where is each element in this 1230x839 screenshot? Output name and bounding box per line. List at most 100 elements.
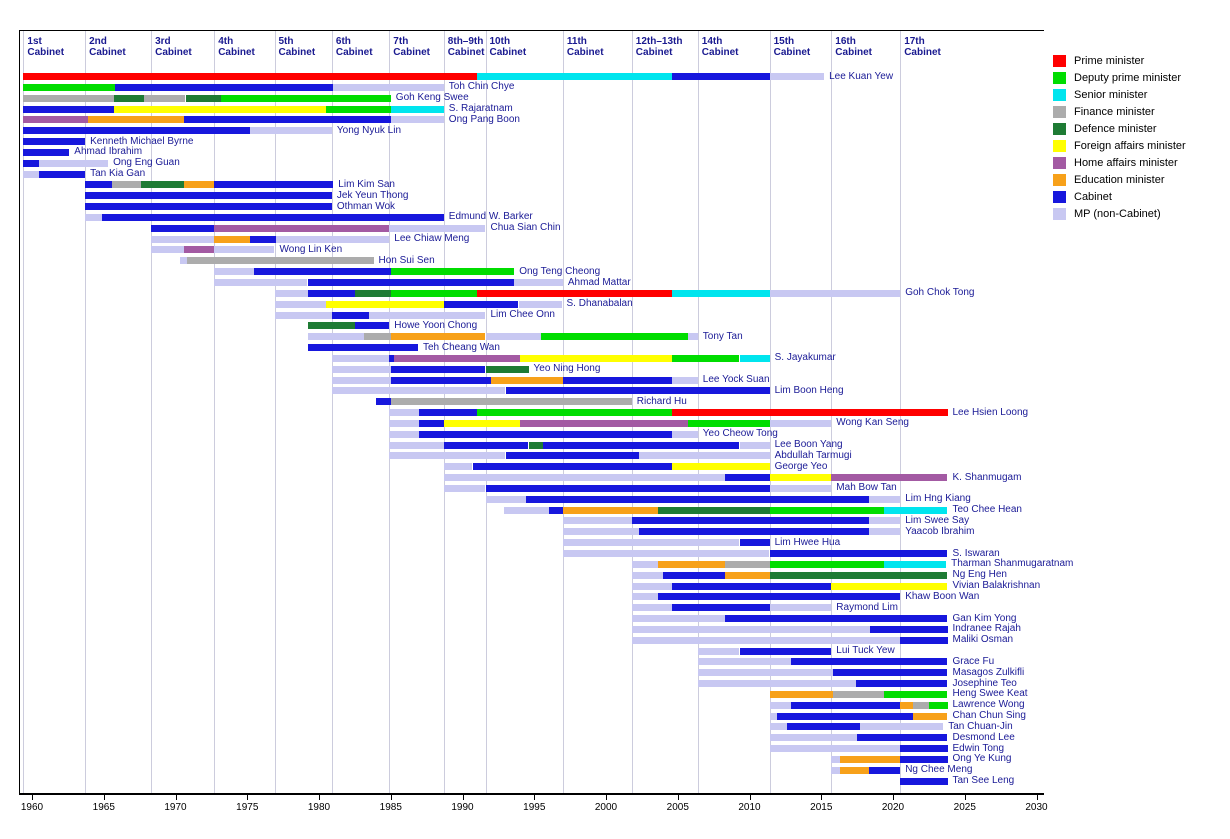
cabinet-ordinal: 10th (489, 36, 511, 47)
member-name-label: Ong Ye Kung (952, 753, 1012, 765)
tenure-segment-mp (214, 246, 275, 254)
cabinet-ordinal: 2nd (89, 36, 107, 47)
tenure-segment-mp (85, 213, 103, 221)
legend-label: Cabinet (1074, 190, 1112, 203)
tenure-segment-edu (839, 755, 901, 763)
tenure-segment-fin (390, 398, 632, 406)
tenure-segment-fin (112, 181, 142, 189)
member-name-label: Gan Kim Yong (952, 612, 1017, 624)
axis-tick-label: 2000 (594, 802, 618, 813)
legend-item-fin: Finance minister (1053, 103, 1186, 120)
tenure-segment-mp (631, 560, 658, 568)
tenure-segment-sm (884, 560, 947, 568)
axis-tick (32, 795, 33, 800)
member-name-label: Lim Kim San (338, 178, 395, 190)
tenure-segment-mp (389, 409, 420, 416)
tenure-segment-cab (525, 495, 869, 503)
tenure-segment-cab (769, 550, 948, 557)
member-name-label: Yeo Ning Hong (533, 363, 601, 375)
axis-tick-label: 2020 (881, 802, 905, 813)
tenure-segment-mp (390, 116, 444, 124)
cabinet-label: 17th Cabinet (904, 36, 941, 58)
tenure-segment-fin (832, 690, 885, 698)
tenure-segment-mp (275, 235, 390, 243)
tenure-segment-mp (214, 279, 308, 286)
member-name-label: Ahmad Mattar (567, 276, 631, 288)
axis-tick-label: 1990 (451, 802, 474, 813)
member-name-label: Ng Chee Meng (905, 764, 973, 776)
tenure-segment-edu (214, 235, 251, 243)
legend-label: Finance minister (1074, 105, 1155, 118)
tenure-segment-mp (307, 333, 364, 341)
cabinet-word: Cabinet (835, 47, 872, 58)
member-name-label: Maliki Osman (952, 634, 1014, 646)
tenure-segment-cab (390, 376, 492, 384)
legend-swatch-mp (1053, 207, 1066, 220)
tenure-segment-cab (214, 181, 334, 189)
tenure-segment-for (769, 474, 832, 482)
tenure-segment-mp (179, 257, 187, 265)
tenure-segment-cab (739, 647, 832, 655)
cabinet-word: Cabinet (635, 47, 673, 58)
member-name-label: Lee Yock Suan (702, 374, 770, 385)
tenure-segment-mp (274, 311, 332, 319)
legend-swatch-dpm (1053, 71, 1066, 84)
tenure-segment-fin (187, 257, 374, 265)
tenure-segment-mp (514, 279, 563, 286)
cabinet-label: 8th–9th Cabinet (448, 36, 485, 58)
tenure-segment-cab (39, 170, 86, 178)
member-name-label: Lee Kuan Yew (829, 70, 894, 82)
legend-label: Deputy prime minister (1074, 71, 1181, 84)
tenure-segment-cab (868, 766, 901, 774)
tenure-segment-sm (884, 506, 948, 514)
member-name-label: Lee Boon Yang (774, 439, 843, 451)
tenure-segment-dpm (884, 690, 948, 698)
tenure-segment-cab (791, 701, 901, 709)
axis-tick (462, 795, 464, 800)
tenure-segment-dpm (541, 333, 688, 341)
tenure-segment-cab (631, 517, 869, 525)
member-name-label: Indranee Rajah (952, 623, 1021, 635)
tenure-segment-mp (562, 517, 632, 525)
legend-item-sm: Senior minister (1053, 86, 1186, 103)
tenure-segment-mp (697, 680, 856, 687)
tenure-segment-cab (389, 354, 394, 362)
member-name-label: Masagos Zulkifli (952, 666, 1025, 678)
x-axis-line (19, 793, 1044, 795)
tenure-segment-cab (739, 539, 770, 547)
tenure-segment-sm (739, 354, 770, 362)
tenure-segment-dpm (687, 419, 770, 427)
cabinet-label: 7th Cabinet (393, 36, 430, 58)
tenure-segment-dpm (769, 560, 885, 568)
member-name-label: Edmund W. Barker (448, 211, 533, 223)
legend-swatch-def (1053, 122, 1066, 135)
member-name-label: Lim Boon Heng (774, 384, 844, 396)
cabinet-label: 5th Cabinet (279, 36, 316, 58)
tenure-segment-edu (769, 690, 833, 698)
tenure-segment-mp (151, 246, 185, 254)
legend-swatch-edu (1053, 173, 1066, 186)
tenure-segment-mp (214, 268, 255, 276)
tenure-segment-home (519, 419, 688, 427)
axis-tick (319, 795, 320, 800)
tenure-segment-cab (443, 441, 529, 449)
tenure-segment-cab (900, 636, 948, 644)
plot-top-border (19, 30, 1044, 31)
legend-swatch-fin (1053, 105, 1066, 118)
tenure-segment-pm (672, 409, 948, 416)
member-name-label: Vivian Balakrishnan (952, 580, 1041, 591)
member-name-label: George Yeo (774, 460, 828, 472)
tenure-segment-mp (631, 582, 672, 590)
axis-tick (606, 795, 607, 800)
cabinet-word: Cabinet (447, 47, 485, 58)
legend-label: MP (non-Cabinet) (1074, 207, 1161, 220)
tenure-segment-cab (472, 463, 672, 471)
tenure-segment-mp (831, 755, 840, 763)
cabinet-label: 2nd Cabinet (89, 36, 126, 58)
member-name-label: Tan Chuan-Jin (948, 720, 1013, 732)
member-name-label: Lim Swee Say (905, 514, 970, 526)
tenure-segment-cab (151, 224, 215, 232)
member-name-label: Wong Kan Seng (836, 417, 909, 429)
axis-tick-label: 2015 (810, 802, 833, 813)
tenure-segment-mp (250, 127, 332, 135)
